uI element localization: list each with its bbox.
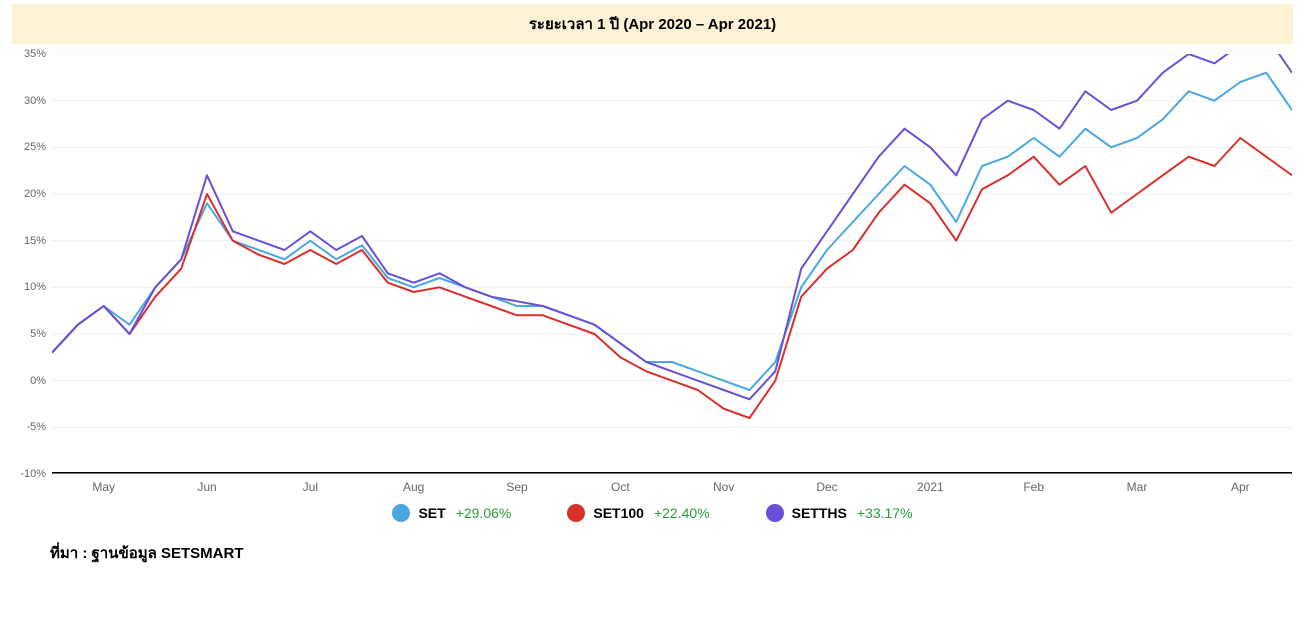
legend-item-SET100: SET100 +22.40% [567,504,709,522]
series-SETTHS [52,54,1292,399]
source-label: ที่มา : ฐานข้อมูล SETSMART [50,541,1293,565]
y-tick-label: 0% [30,375,52,387]
y-tick-label: 35% [24,48,52,60]
legend-item-SETTHS: SETTHS +33.17% [766,504,913,522]
x-tick-label: Sep [506,472,527,494]
y-tick-label: -5% [26,421,52,433]
x-tick-label: Mar [1127,472,1148,494]
x-tick-label: Apr [1231,472,1250,494]
x-tick-label: Jun [197,472,216,494]
y-tick-label: 15% [24,235,52,247]
x-tick-label: Nov [713,472,734,494]
y-tick-label: -10% [20,468,52,480]
x-tick-label: Feb [1023,472,1044,494]
x-tick-label: Aug [403,472,424,494]
x-tick-label: Dec [816,472,837,494]
plot-region: -10%-5%0%5%10%15%20%25%30%35%MayJunJulAu… [52,54,1292,474]
chart-title-bar: ระยะเวลา 1 ปี (Apr 2020 – Apr 2021) [12,4,1293,44]
legend-item-SET: SET +29.06% [392,504,511,522]
chart-area: -10%-5%0%5%10%15%20%25%30%35%MayJunJulAu… [12,54,1293,474]
legend: SET +29.06% SET100 +22.40% SETTHS +33.17% [0,504,1305,525]
legend-dot-icon [392,504,410,522]
grid [52,54,1292,474]
x-tick-label: 2021 [917,472,944,494]
y-tick-label: 5% [30,328,52,340]
legend-series-pct: +22.40% [654,505,710,521]
series-SET100 [52,138,1292,418]
legend-series-name: SET [418,505,445,521]
series-SET [52,73,1292,390]
y-tick-label: 20% [24,188,52,200]
legend-series-pct: +29.06% [456,505,512,521]
chart-title-text: ระยะเวลา 1 ปี (Apr 2020 – Apr 2021) [529,16,776,33]
y-tick-label: 10% [24,281,52,293]
y-tick-label: 30% [24,95,52,107]
legend-series-name: SET100 [593,505,644,521]
x-tick-label: Jul [303,472,318,494]
y-tick-label: 25% [24,141,52,153]
legend-dot-icon [567,504,585,522]
legend-series-pct: +33.17% [857,505,913,521]
legend-series-name: SETTHS [792,505,847,521]
chart-svg [52,54,1292,474]
legend-dot-icon [766,504,784,522]
x-tick-label: May [92,472,115,494]
x-tick-label: Oct [611,472,630,494]
